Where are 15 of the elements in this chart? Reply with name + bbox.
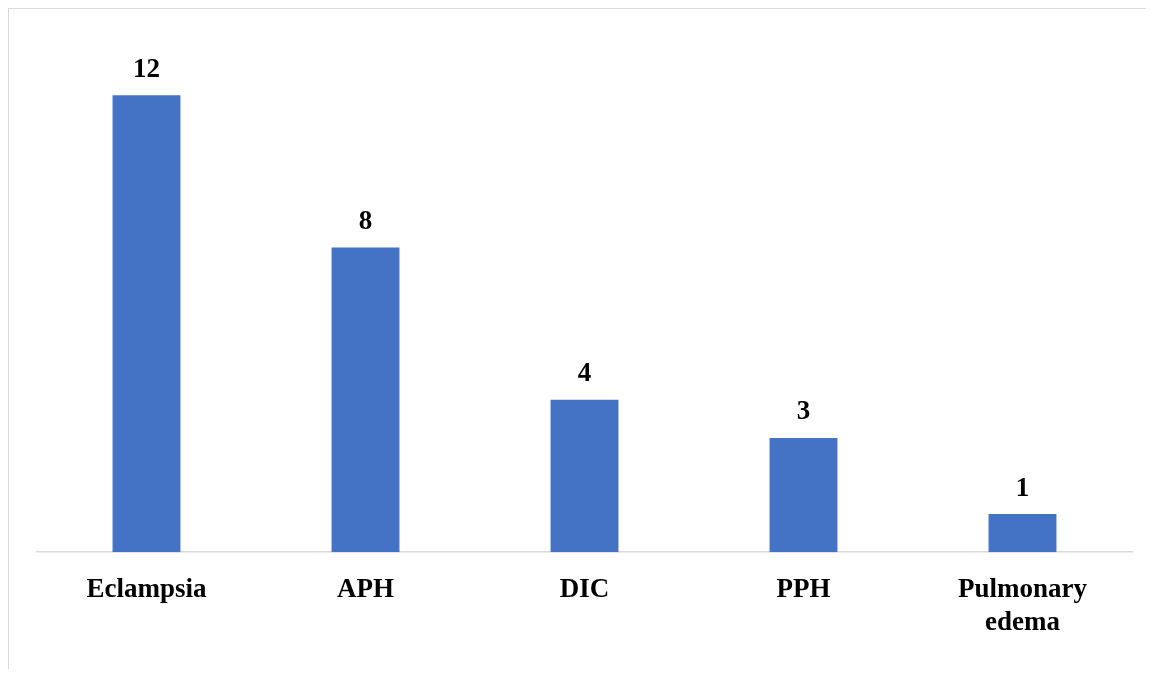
x-tick-label: Pulmonary edema — [957, 573, 1088, 636]
data-label: 1 — [1015, 471, 1030, 502]
bar — [988, 514, 1057, 553]
bar — [112, 95, 181, 553]
x-tick-label: APH — [337, 573, 394, 604]
data-label: 8 — [358, 204, 373, 235]
bar — [331, 247, 400, 553]
bar — [769, 437, 838, 553]
data-label: 12 — [133, 52, 160, 83]
bar — [550, 399, 619, 553]
data-label: 4 — [577, 357, 592, 388]
x-tick-label: PPH — [776, 573, 831, 604]
x-tick-label: DIC — [559, 573, 610, 604]
x-tick-label: Eclampsia — [86, 573, 207, 604]
data-label: 3 — [796, 395, 811, 426]
